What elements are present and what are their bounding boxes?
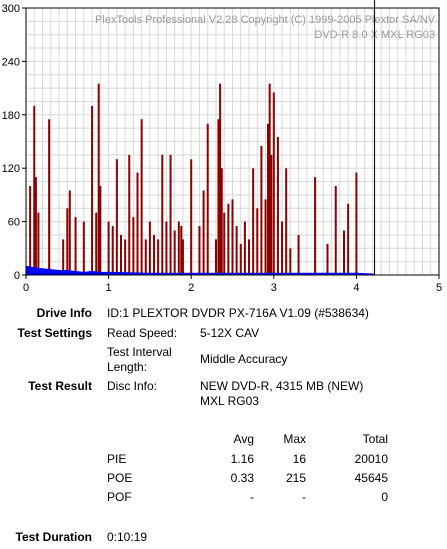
test-settings-label: Test Settings	[17, 326, 92, 340]
series-area	[25, 265, 376, 276]
y-tick-label: 120	[2, 163, 20, 175]
row-max: 16	[292, 452, 306, 466]
x-tick-label: 5	[436, 282, 442, 294]
y-tick-label: 180	[2, 110, 20, 122]
disc-info-line2: MXL RG03	[200, 394, 259, 408]
row-max: 215	[285, 471, 306, 485]
row-max: -	[302, 490, 306, 504]
row-avg: 0.33	[230, 471, 254, 485]
y-tick-label: 0	[14, 270, 20, 282]
read-speed-label: Read Speed:	[107, 326, 178, 340]
test-duration-value: 0:10:19	[107, 530, 148, 544]
row-avg: -	[250, 490, 254, 504]
test-result-label: Test Result	[28, 379, 92, 393]
interval-label-line2: Length:	[107, 360, 148, 374]
chart: PlexTools Professional V2.28 Copyright (…	[2, 0, 442, 294]
watermark-text: PlexTools Professional V2.28 Copyright (…	[95, 14, 436, 26]
drive-info-label: Drive Info	[36, 306, 92, 320]
col-header-avg: Avg	[233, 432, 254, 446]
col-header-max: Max	[283, 432, 306, 446]
y-tick-label: 240	[2, 56, 20, 68]
y-tick-label: 300	[2, 3, 20, 15]
interval-value: Middle Accuracy	[200, 352, 288, 366]
disc-info-line1: NEW DVD-R, 4315 MB (NEW)	[200, 379, 364, 393]
col-header-total: Total	[362, 432, 388, 446]
drive-info-value: ID:1 PLEXTOR DVDR PX-716A V1.09 (#538634…	[107, 306, 369, 320]
row-name: POF	[107, 490, 132, 504]
row-total: 0	[381, 490, 388, 504]
test-duration-label: Test Duration	[15, 530, 92, 544]
row-name: POE	[107, 471, 133, 485]
x-tick-label: 2	[188, 282, 194, 294]
interval-label-line1: Test Interval	[107, 345, 172, 359]
row-total: 45645	[354, 471, 388, 485]
row-avg: 1.16	[230, 452, 254, 466]
plot-frame	[25, 7, 440, 276]
y-tick-label: 60	[8, 217, 20, 229]
x-tick-label: 4	[353, 282, 359, 294]
row-name: PIE	[107, 452, 127, 466]
x-tick-label: 1	[106, 282, 112, 294]
x-tick-label: 0	[23, 282, 29, 294]
x-tick-label: 3	[271, 282, 277, 294]
read-speed-value: 5-12X CAV	[200, 326, 260, 340]
row-total: 20010	[354, 452, 388, 466]
disc-info-label: Disc Info:	[107, 379, 158, 393]
